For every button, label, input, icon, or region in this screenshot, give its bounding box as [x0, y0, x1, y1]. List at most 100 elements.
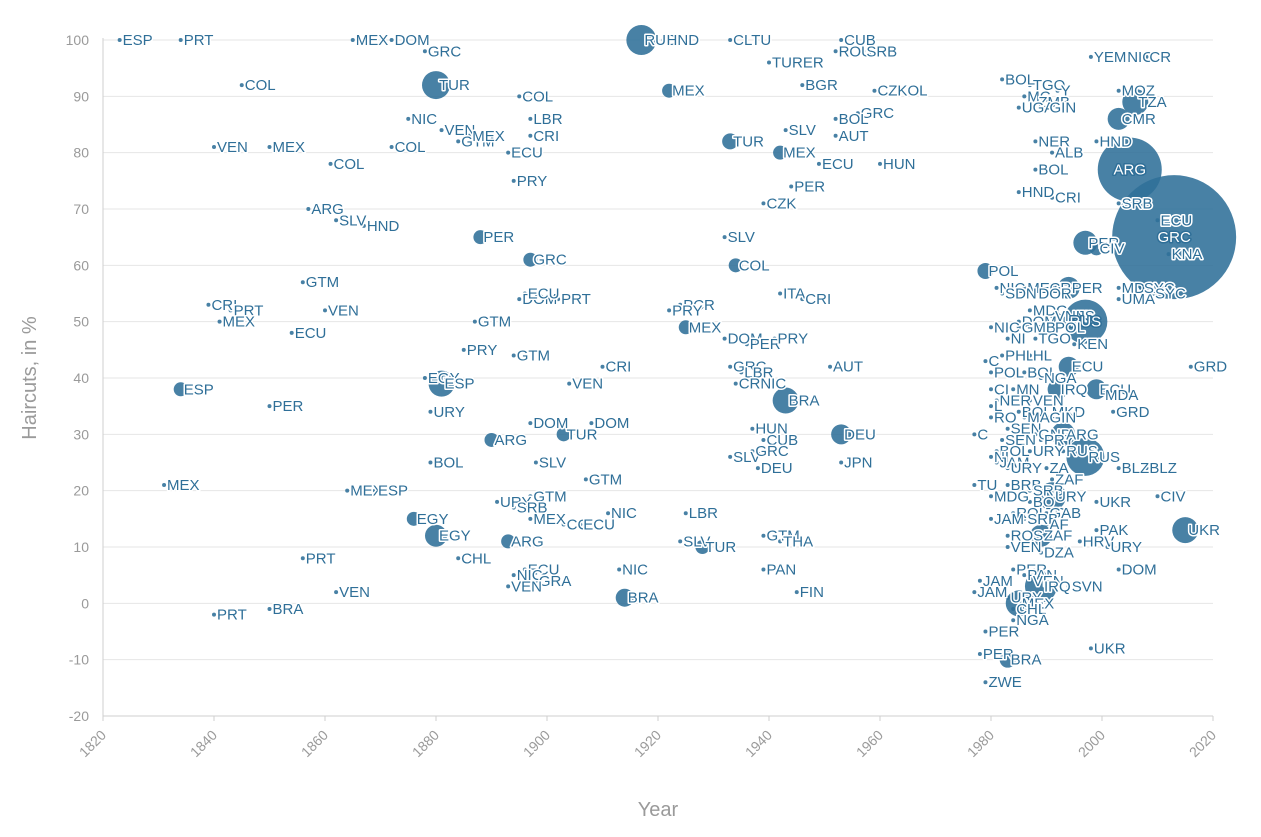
data-point [350, 38, 355, 42]
data-point [1105, 545, 1110, 549]
data-point [833, 49, 838, 54]
grid [103, 39, 1213, 717]
data-label: URY [433, 404, 464, 421]
data-label: MEX [783, 145, 816, 162]
data-point [511, 178, 516, 183]
data-label: SLV [539, 455, 566, 472]
data-label: MOZ [1122, 83, 1155, 100]
data-label: C [977, 426, 988, 443]
data-label: MEX [167, 477, 200, 494]
data-label: PER [1088, 235, 1119, 252]
data-label: CRI [606, 359, 632, 376]
data-label: GAB [1050, 505, 1082, 522]
data-point [517, 297, 522, 302]
data-point [372, 488, 377, 493]
data-label: ROLTO [1016, 505, 1066, 522]
data-label: BO [1033, 494, 1055, 511]
data-point [1005, 533, 1010, 538]
data-label: ROU [839, 43, 872, 60]
data-point [1005, 545, 1010, 549]
data-point [323, 308, 327, 313]
data-point [461, 347, 466, 352]
y-tick-label: 20 [73, 483, 89, 499]
data-point [533, 578, 538, 583]
data-label: VEN [217, 139, 248, 156]
data-label: BRA [1011, 652, 1042, 669]
data-point [1038, 550, 1043, 555]
data-label: LBR [689, 505, 718, 522]
data-point [1089, 241, 1104, 256]
data-label: DOM [533, 415, 568, 432]
data-label: GMB [1022, 319, 1056, 336]
data-label: GIN [1050, 100, 1077, 117]
data-label: TUR [705, 539, 736, 556]
data-label: NGA [1016, 612, 1049, 629]
data-point [517, 94, 522, 99]
data-label: SRB [517, 500, 548, 517]
data-point [1155, 494, 1160, 499]
data-point [1024, 570, 1057, 603]
data-label: PRY [672, 302, 703, 319]
data-label: MDG [1033, 302, 1068, 319]
data-label: PRY [1044, 432, 1075, 449]
data-point [1166, 252, 1171, 257]
x-tick-label: 1960 [853, 727, 886, 760]
data-point [1138, 285, 1143, 290]
data-point [1022, 415, 1027, 420]
data-label: SRB [866, 43, 897, 60]
data-point [345, 488, 350, 493]
data-label: VEN [511, 578, 542, 595]
data-point [1066, 584, 1071, 589]
data-label: BGR [805, 77, 838, 94]
data-label: IRQ [1061, 381, 1088, 398]
data-point [206, 302, 211, 307]
data-label: ECU [511, 145, 543, 162]
data-point [1188, 364, 1193, 369]
data-label: GRC [755, 443, 789, 460]
data-point [1172, 517, 1199, 544]
data-point [617, 567, 622, 572]
data-point [439, 128, 444, 133]
data-label: GTM [533, 488, 566, 505]
data-label: MEX [689, 319, 722, 336]
data-label: L [994, 398, 1002, 415]
data-point [1033, 99, 1038, 104]
data-label: ALB [1055, 145, 1083, 162]
data-point [528, 494, 533, 499]
data-point [361, 223, 366, 228]
data-label: SYC [1155, 286, 1186, 303]
data-point [626, 25, 657, 55]
data-point [989, 415, 993, 420]
data-point [1027, 308, 1032, 313]
data-label: GRA [539, 573, 572, 590]
data-point [428, 460, 433, 465]
data-point [1016, 105, 1021, 110]
data-point [977, 578, 982, 583]
data-label: COL [739, 257, 770, 274]
data-label: IRQ [1044, 578, 1071, 595]
data-point [1050, 314, 1055, 319]
x-tick-label: 1820 [76, 727, 109, 760]
data-point [1005, 595, 1010, 600]
x-tick-label: 1860 [298, 727, 331, 760]
data-label: PER [983, 646, 1014, 663]
data-label: HUN [883, 156, 916, 173]
data-point [1038, 376, 1043, 380]
data-point [1016, 325, 1021, 330]
data-label: DZA [1044, 545, 1074, 562]
data-label: CHL [461, 550, 491, 567]
data-label: POL [1055, 319, 1085, 336]
data-label: UKR [1094, 640, 1126, 657]
data-point [983, 359, 988, 364]
data-point [1016, 409, 1021, 414]
data-label: GRD [1194, 359, 1228, 376]
data-point [1033, 336, 1038, 341]
data-point [406, 511, 421, 526]
data-label: ITA [783, 286, 805, 303]
data-point [1047, 379, 1068, 400]
data-point [528, 133, 533, 138]
data-label: MAR [1027, 409, 1061, 426]
data-point [989, 370, 993, 375]
